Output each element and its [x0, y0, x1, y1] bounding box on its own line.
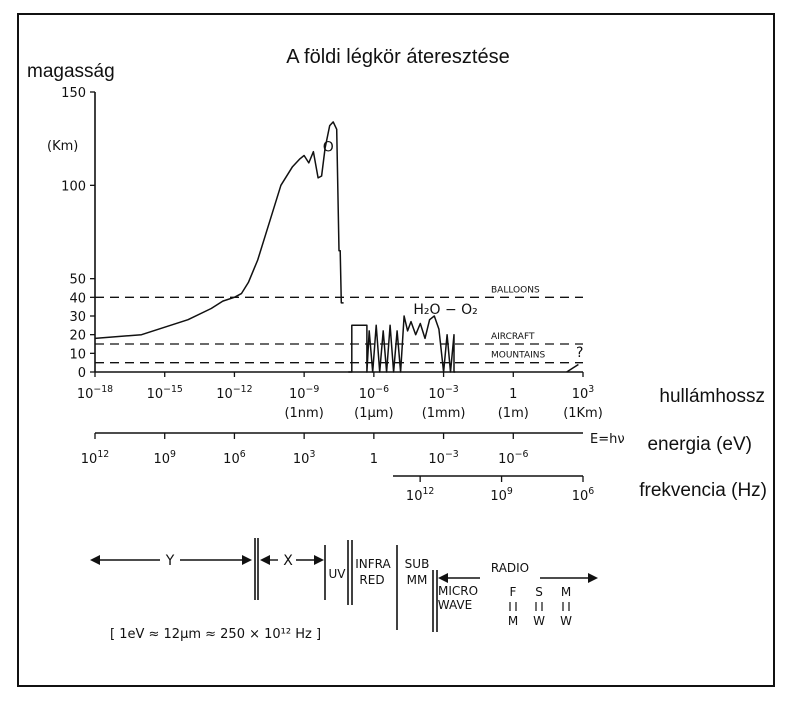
energy-tick-label: 109	[153, 449, 176, 467]
x-tick-label: 10−9	[289, 384, 319, 402]
figure-frame	[17, 13, 775, 687]
band-label: M	[561, 585, 571, 599]
x-tick-label: 10−3	[428, 384, 458, 402]
y-tick-label: 20	[69, 329, 86, 344]
reference-line-label: AIRCRAFT	[491, 332, 535, 342]
x-tick-sublabel: (1μm)	[354, 406, 393, 421]
y-tick-label: 0	[78, 366, 86, 381]
x-tick-label: 10−12	[216, 384, 252, 402]
chart-annotation: ?	[576, 345, 583, 361]
x-tick-label: 1	[509, 387, 517, 402]
band-label: S	[535, 585, 543, 599]
conversion-note: [ 1eV ≈ 12μm ≈ 250 × 10¹² Hz ]	[110, 627, 321, 642]
x-tick-label: 10−6	[359, 384, 389, 402]
band-label: RED	[359, 573, 384, 587]
band-label: Y	[165, 553, 175, 569]
x-tick-label: 10−15	[147, 384, 183, 402]
energy-tick-label: 10−3	[428, 449, 458, 467]
energy-label: energia (eV)	[647, 434, 752, 455]
arrow-head	[588, 573, 598, 583]
transmission-series	[348, 315, 456, 373]
y-tick-label: 50	[69, 273, 86, 288]
y-tick-label: 150	[61, 86, 86, 101]
band-label: W	[533, 614, 545, 628]
frequency-tick-label: 1012	[406, 486, 434, 504]
reference-line-label: BALLOONS	[491, 285, 540, 295]
band-label: MICRO	[438, 584, 478, 598]
x-tick-sublabel: (1Km)	[563, 406, 603, 421]
band-label: INFRA	[355, 557, 391, 571]
y-axis-unit: (Km)	[47, 139, 78, 154]
frequency-label: frekvencia (Hz)	[639, 480, 767, 501]
frequency-tick-label: 106	[572, 486, 595, 504]
y-tick-label: 40	[69, 291, 86, 306]
y-tick-label: 100	[61, 179, 86, 194]
transmission-series	[94, 121, 344, 340]
x-tick-sublabel: (1nm)	[284, 406, 323, 421]
transmission-series	[566, 363, 579, 373]
band-label: MM	[407, 573, 428, 587]
energy-tick-label: 10−6	[498, 449, 528, 467]
band-label: F	[510, 585, 517, 599]
energy-axis: 1012 109 106 103 1 10−3 10−6	[81, 432, 583, 467]
x-tick-sublabel: (1mm)	[422, 406, 466, 421]
reference-line-label: MOUNTAINS	[491, 351, 546, 361]
energy-tick-label: 1	[370, 452, 378, 467]
chart-annotation: H₂O − O₂	[413, 302, 477, 318]
annotations: O H₂O − O₂?	[323, 140, 584, 361]
x-tick-label: 103	[572, 384, 595, 402]
arrow-head	[260, 555, 270, 565]
wavelength-label: hullámhossz	[659, 386, 765, 407]
arrow-head	[90, 555, 100, 565]
band-label: W	[560, 614, 572, 628]
y-tick-label: 10	[69, 347, 86, 362]
energy-tick-label: 1012	[81, 449, 109, 467]
x-tick-label: 10−18	[77, 384, 113, 402]
energy-tick-label: 106	[223, 449, 246, 467]
arrow-head	[242, 555, 252, 565]
band-label: M	[508, 614, 518, 628]
chart-title: A földi légkör áteresztése	[286, 46, 509, 68]
band-label: X	[283, 553, 293, 569]
frequency-axis: 1012 109 106	[393, 475, 595, 504]
y-tick-label: 30	[69, 310, 86, 325]
arrow-head	[438, 573, 448, 583]
frequency-tick-label: 109	[490, 486, 513, 504]
band-label: WAVE	[438, 598, 472, 612]
energy-tick-label: 103	[293, 449, 316, 467]
chart-annotation: O	[323, 140, 334, 156]
energy-formula: E=hν	[590, 432, 625, 447]
band-label: SUB	[405, 557, 430, 571]
band-label: RADIO	[491, 561, 529, 575]
x-tick-sublabel: (1m)	[498, 406, 529, 421]
reference-lines: BALLOONS AIRCRAFT MOUNTAINS	[95, 285, 583, 364]
y-axis-label: magasság	[27, 61, 115, 82]
band-label: UV	[329, 567, 347, 581]
transmission-curves	[94, 121, 579, 373]
arrow-head	[314, 555, 324, 565]
